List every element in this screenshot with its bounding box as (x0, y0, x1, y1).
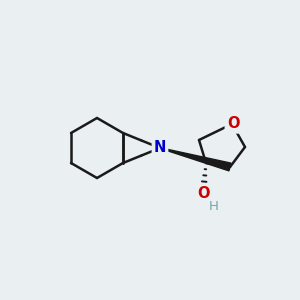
Text: N: N (154, 140, 166, 155)
Text: O: O (197, 187, 209, 202)
Text: H: H (209, 200, 219, 214)
Text: O: O (227, 116, 239, 131)
Polygon shape (160, 148, 231, 171)
